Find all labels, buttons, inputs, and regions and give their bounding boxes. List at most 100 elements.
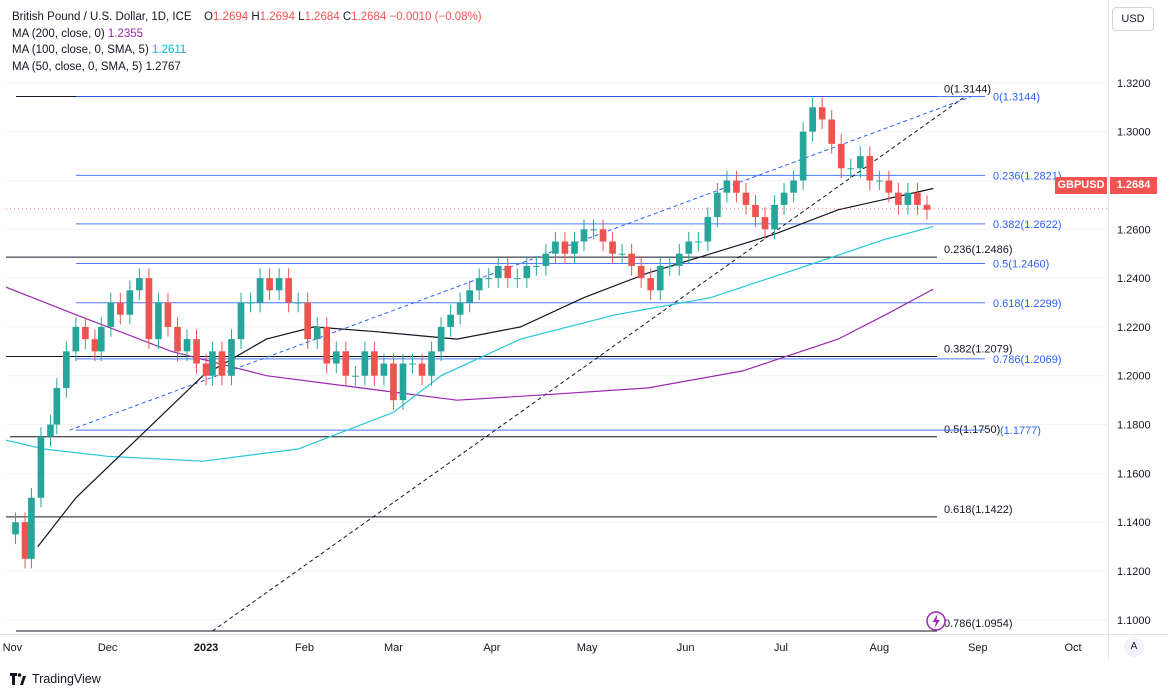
candle-body bbox=[618, 253, 626, 255]
candle-body bbox=[409, 363, 416, 365]
time-tick-label: May bbox=[577, 642, 598, 654]
candle-body bbox=[371, 351, 378, 376]
candle-body bbox=[714, 192, 721, 218]
time-tick-label: Sep bbox=[968, 642, 988, 654]
candle-body bbox=[63, 351, 70, 388]
price-tick-label: 1.1600 bbox=[1117, 468, 1151, 480]
change-value: −0.0010 (−0.08%) bbox=[389, 11, 482, 23]
ma200-value: 1.2355 bbox=[107, 27, 144, 40]
time-tick-label: Nov bbox=[3, 642, 23, 654]
time-tick-label: Mar bbox=[384, 642, 403, 654]
candle-body bbox=[580, 229, 588, 242]
axis-layer: 1.32001.30001.28001.26001.24001.22001.20… bbox=[0, 0, 1168, 660]
candle-body bbox=[91, 339, 99, 352]
candle-body bbox=[533, 265, 540, 267]
candle-body bbox=[609, 241, 616, 254]
candle-body bbox=[313, 326, 321, 340]
candles-layer bbox=[6, 97, 1108, 569]
time-tick-label: Feb bbox=[295, 642, 314, 654]
candle-body bbox=[904, 192, 912, 205]
candle-body bbox=[399, 363, 407, 401]
time-tick-label: Jul bbox=[774, 642, 788, 654]
time-tick-label: Jun bbox=[677, 642, 695, 654]
candle-body bbox=[437, 326, 445, 352]
fib-level-label-blue: 0(1.3144) bbox=[993, 92, 1040, 104]
candle-body bbox=[209, 351, 216, 376]
time-tick-label: Oct bbox=[1065, 642, 1082, 654]
candle-body bbox=[97, 326, 105, 352]
candle-body bbox=[914, 192, 921, 205]
price-tick-label: 1.2400 bbox=[1117, 273, 1151, 285]
candle-body bbox=[107, 302, 115, 327]
candle-body bbox=[685, 241, 693, 254]
low-label: L bbox=[298, 11, 305, 23]
fibonacci-layer[interactable]: 0(1.3144) 0.236(1.2486) 0.382(1.2079) 0.5(1… bbox=[6, 84, 1062, 632]
candle-body bbox=[475, 278, 483, 291]
candle-body bbox=[380, 363, 388, 376]
high-label: H bbox=[251, 11, 260, 23]
candle-body bbox=[266, 278, 273, 291]
candle-body bbox=[837, 143, 845, 169]
candle-body bbox=[183, 339, 191, 352]
candle-body bbox=[21, 522, 29, 559]
candle-body bbox=[571, 241, 578, 254]
price-tick-label: 1.2200 bbox=[1117, 322, 1151, 334]
fib-level-label-blue: (1.1777) bbox=[1000, 425, 1041, 437]
candle-body bbox=[847, 168, 855, 170]
fib-level-label-black: 0.236(1.2486) bbox=[944, 244, 1013, 256]
legend-ma100-row[interactable]: MA (100, close, 0, SMA, 5) 1.2611 bbox=[12, 42, 482, 59]
candle-body bbox=[228, 339, 235, 376]
candle-body bbox=[164, 302, 172, 327]
candle-body bbox=[304, 302, 312, 340]
candle-body bbox=[116, 302, 124, 315]
candle-body bbox=[780, 192, 788, 205]
event-lightning-icon[interactable] bbox=[926, 611, 946, 631]
tradingview-logo[interactable]: TradingView bbox=[10, 670, 101, 688]
candle-body bbox=[28, 497, 35, 559]
fib-level-label-blue: 0.382(1.2622) bbox=[993, 219, 1062, 231]
high-value: 1.2694 bbox=[259, 11, 295, 23]
currency-button[interactable]: USD bbox=[1112, 7, 1154, 31]
candle-body bbox=[256, 278, 264, 303]
candle-body bbox=[47, 424, 54, 437]
ma50-label: MA (50, close, 0, SMA, 5) bbox=[12, 60, 143, 73]
candle-body bbox=[523, 265, 531, 279]
legend-symbol-row[interactable]: British Pound / U.S. Dollar, 1D, ICE O1.… bbox=[12, 9, 482, 26]
trend-line-blue[interactable] bbox=[69, 96, 972, 431]
legend-ma200-row[interactable]: MA (200, close, 0) 1.2355 bbox=[12, 26, 482, 43]
open-value: 1.2694 bbox=[212, 11, 249, 23]
price-tick-label: 1.1200 bbox=[1117, 566, 1151, 578]
candle-body bbox=[895, 192, 902, 205]
candle-body bbox=[275, 278, 283, 291]
ma50-line bbox=[37, 187, 934, 547]
price-tick-label: 1.1000 bbox=[1117, 615, 1151, 627]
fib-level-label-black: 0(1.3144) bbox=[944, 84, 991, 96]
price-tick-label: 1.1400 bbox=[1117, 517, 1151, 529]
candle-body bbox=[504, 265, 512, 279]
auto-scale-button[interactable]: A bbox=[1124, 637, 1144, 657]
candle-body bbox=[552, 241, 559, 254]
candle-body bbox=[675, 253, 683, 266]
fib-level-label-blue: 0.236(1.2821) bbox=[993, 170, 1062, 182]
legend-ma50-row[interactable]: MA (50, close, 0, SMA, 5) 1.2767 bbox=[12, 59, 482, 76]
candle-body bbox=[456, 302, 464, 315]
candle-body bbox=[390, 363, 397, 401]
close-value: 1.2684 bbox=[351, 11, 387, 23]
candle-body bbox=[53, 387, 61, 425]
candle-body bbox=[723, 180, 731, 193]
candle-body bbox=[799, 131, 807, 181]
fib-level-label-blue: 0.618(1.2299) bbox=[993, 298, 1062, 310]
candle-body bbox=[361, 351, 369, 376]
candle-body bbox=[599, 229, 607, 242]
candle-body bbox=[856, 156, 864, 169]
candle-body bbox=[428, 351, 435, 376]
candle-body bbox=[761, 217, 769, 230]
low-value: 1.2684 bbox=[304, 11, 340, 23]
candle-body bbox=[790, 180, 797, 193]
candle-body bbox=[37, 436, 45, 498]
candle-body bbox=[12, 522, 19, 535]
ma100-line bbox=[5, 226, 934, 462]
last-price-tag: 1.2684 bbox=[1110, 177, 1157, 194]
time-tick-label: Aug bbox=[870, 642, 890, 654]
